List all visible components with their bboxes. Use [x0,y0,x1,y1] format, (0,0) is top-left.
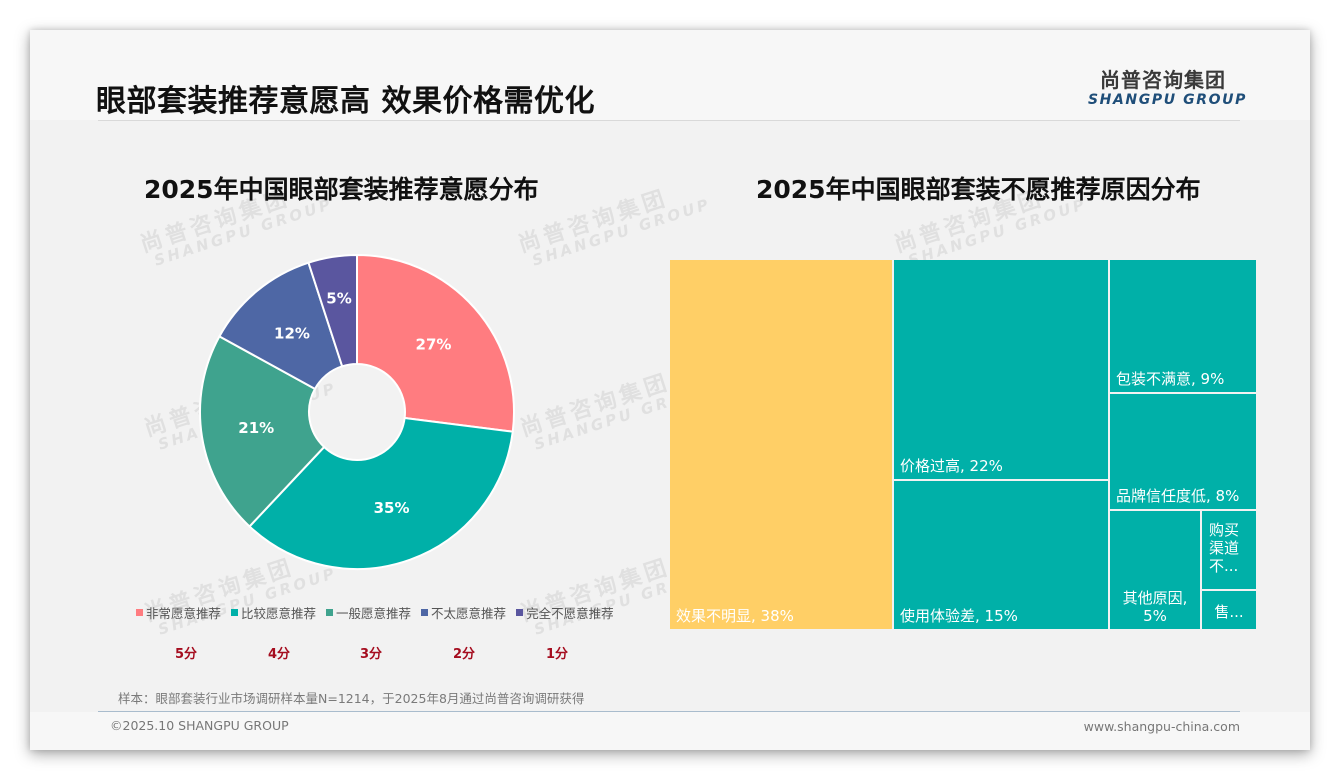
legend-item: 完全不愿意推荐 [516,603,614,622]
legend-swatch-icon [136,609,143,616]
pie-slice-label: 5% [326,289,351,307]
treemap-tile: 包装不满意, 9% [1110,260,1256,392]
legend-swatch-icon [516,609,524,616]
legend-swatch-icon [231,609,239,616]
copyright: ©2025.10 SHANGPU GROUP [110,718,289,733]
score-label: 1分 [545,647,569,662]
score-label: 2分 [452,647,476,662]
legend-item: 非常愿意推荐 [136,603,221,622]
donut-chart: 27% 35% 21% 12% 5% [199,253,515,570]
score-label: 4分 [267,647,291,662]
pie-slice-label: 12% [274,324,310,342]
pie-slice [199,335,326,528]
legend-item: 比较愿意推荐 [231,603,316,622]
score-label: 5分 [174,647,198,662]
footer-band [30,712,1310,750]
footer-divider [98,711,1240,712]
treemap-chart: 效果不明显, 38% 价格过高, 22% 使用体验差, 15% 包装不满意, 9… [670,260,1256,629]
pie-slice [248,416,514,570]
logo-cn: 尚普咨询集团 [1100,68,1226,92]
pie-slice [356,253,515,433]
page-title: 眼部套装推荐意愿高 效果价格需优化 [96,84,595,119]
treemap-tile: 效果不明显, 38% [670,260,892,629]
pie-slice-label: 27% [416,336,452,354]
website-link[interactable]: www.shangpu-china.com [1083,719,1240,734]
pie-slice-label: 21% [238,419,274,437]
treemap-tile: 使用体验差, 15% [894,481,1108,629]
score-label: 3分 [359,647,383,662]
pie-legend: 非常愿意推荐 比较愿意推荐 一般愿意推荐 不太愿意推荐 完全不愿意推荐 [136,603,614,622]
logo-en: SHANGPU GROUP [1088,92,1247,108]
legend-item: 不太愿意推荐 [421,603,506,622]
header-band [30,30,1310,120]
source-note: 样本：眼部套装行业市场调研样本量N=1214，于2025年8月通过尚普咨询调研获… [118,691,585,706]
pie-slice [218,261,344,391]
treemap-tile: 购买渠道不... [1202,511,1256,589]
treemap-tile: 售... [1202,591,1256,629]
pie-slice [307,253,358,368]
legend-item: 一般愿意推荐 [326,603,411,622]
treemap-tile: 其他原因, 5% [1110,511,1200,629]
pie-slice-label: 35% [374,499,410,517]
treemap-title: 2025年中国眼部套装不愿推荐原因分布 [756,175,1201,204]
legend-swatch-icon [421,609,429,616]
treemap-tile: 品牌信任度低, 8% [1110,394,1256,509]
legend-swatch-icon [326,609,334,616]
title-divider [98,120,1240,121]
pie-chart-title: 2025年中国眼部套装推荐意愿分布 [144,175,539,204]
slide: 眼部套装推荐意愿高 效果价格需优化 尚普咨询集团 SHANGPU GROUP 尚… [30,30,1310,750]
company-logo: 尚普咨询集团 SHANGPU GROUP [1088,64,1247,108]
treemap-tile: 价格过高, 22% [894,260,1108,479]
